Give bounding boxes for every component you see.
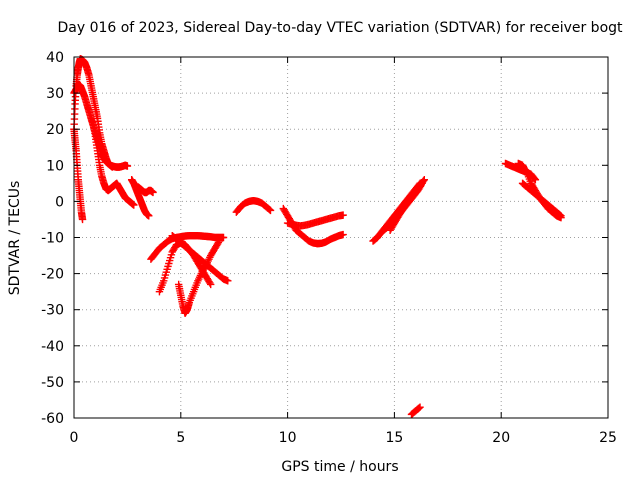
data-point	[145, 212, 153, 220]
x-tick-label: 5	[176, 430, 185, 446]
y-tick-label: -20	[41, 267, 64, 283]
data-point	[160, 274, 169, 282]
y-axis-title: SDTVAR / TECUs	[7, 181, 23, 296]
chart-title: Day 016 of 2023, Sidereal Day-to-day VTE…	[57, 20, 623, 36]
series-arc-f	[134, 183, 157, 197]
data-point	[556, 211, 564, 219]
data-point	[266, 206, 275, 215]
y-tick-label: -40	[41, 339, 64, 355]
data-point	[123, 162, 132, 170]
data-point	[219, 233, 228, 242]
data-points	[70, 55, 565, 419]
x-tick-label: 25	[599, 430, 617, 446]
data-point	[160, 277, 168, 285]
data-point	[207, 280, 215, 289]
y-tick-label: -10	[41, 231, 64, 247]
tick-labels: 0 5 10 15 20 25 -60 -50 -40 -30 -20 -10 0 10 20 30 40	[41, 50, 617, 446]
grid-lines	[74, 57, 608, 418]
x-tick-label: 10	[279, 430, 297, 446]
data-point	[339, 211, 347, 219]
data-point	[415, 404, 423, 412]
data-point	[162, 268, 170, 276]
data-point	[265, 206, 274, 214]
y-tick-label: 30	[46, 86, 64, 102]
axis-ticks	[73, 56, 609, 419]
series-arc-p	[386, 176, 429, 234]
data-point	[420, 176, 429, 184]
data-point	[224, 277, 232, 285]
series-arc-e	[127, 176, 153, 220]
data-point	[78, 215, 87, 224]
series-arc-d	[89, 118, 138, 209]
y-tick-label: -50	[41, 375, 64, 391]
data-point	[339, 230, 347, 239]
series-arc-j	[174, 237, 223, 318]
series-arc-t	[518, 179, 565, 220]
data-point	[161, 271, 170, 279]
data-point	[165, 256, 174, 265]
x-tick-label: 0	[70, 430, 79, 446]
data-point	[130, 201, 138, 209]
y-tick-label: 20	[46, 122, 64, 138]
data-point	[149, 188, 157, 197]
y-tick-label: -60	[41, 411, 64, 427]
series-arc-b	[70, 80, 132, 171]
data-point	[215, 237, 223, 245]
series-arc-m	[283, 211, 347, 230]
series-arc-q	[407, 403, 424, 419]
series-arc-k	[232, 196, 275, 216]
data-point	[164, 262, 172, 271]
data-point	[163, 265, 171, 273]
data-point	[166, 254, 175, 262]
x-tick-label: 15	[385, 430, 403, 446]
data-point	[165, 259, 173, 268]
data-point	[167, 251, 176, 259]
x-axis-title: GPS time / hours	[281, 459, 398, 475]
x-tick-label: 20	[492, 430, 510, 446]
data-point	[416, 403, 424, 411]
y-tick-label: -30	[41, 303, 64, 319]
y-tick-label: 10	[46, 158, 64, 174]
data-point	[419, 177, 428, 185]
data-point	[557, 212, 565, 220]
data-point	[531, 176, 540, 184]
y-tick-label: 0	[55, 194, 64, 210]
y-tick-label: 40	[46, 50, 64, 66]
